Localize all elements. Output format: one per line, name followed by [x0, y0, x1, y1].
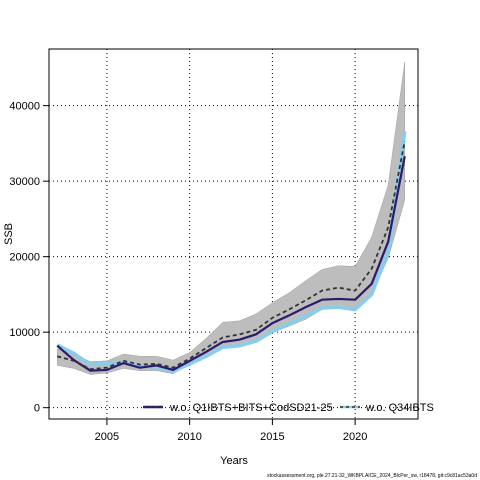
- x-tick-label: 2015: [260, 431, 284, 443]
- legend-label-1: w.o. Q1IBTS+BITS+CodSD21-25: [169, 402, 333, 414]
- y-tick-label: 30000: [9, 176, 40, 188]
- footer-text: stockassessment.org, ple.27.21-32_WKBPLA…: [267, 473, 477, 479]
- plot-frame: [48, 48, 419, 420]
- y-tick-label: 20000: [9, 252, 40, 264]
- confidence-band-layer: [57, 61, 406, 375]
- x-tick-label: 2020: [343, 431, 367, 443]
- series-line-q1ibts-bits-cod: [56, 156, 406, 372]
- y-tick-label: 10000: [9, 327, 40, 339]
- series-line-dashed: [57, 140, 406, 371]
- y-axis-ticks: 0 10000 20000 30000 40000: [9, 101, 49, 415]
- x-axis-ticks: 2005 2010 2015 2020: [95, 419, 367, 443]
- confidence-band: [57, 61, 406, 375]
- legend: w.o. Q1IBTS+BITS+CodSD21-25 w.o. Q34IBTS: [143, 402, 434, 414]
- x-tick-label: 2005: [95, 431, 119, 443]
- series-layer: [56, 131, 407, 374]
- x-tick-label: 2010: [177, 431, 201, 443]
- x-axis-label: Years: [220, 455, 248, 467]
- legend-label-2: w.o. Q34IBTS: [365, 402, 434, 414]
- y-tick-label: 0: [34, 403, 40, 415]
- series-line-q34ibts: [56, 131, 407, 374]
- y-axis-label: SSB: [3, 223, 15, 245]
- y-tick-label: 40000: [9, 101, 40, 113]
